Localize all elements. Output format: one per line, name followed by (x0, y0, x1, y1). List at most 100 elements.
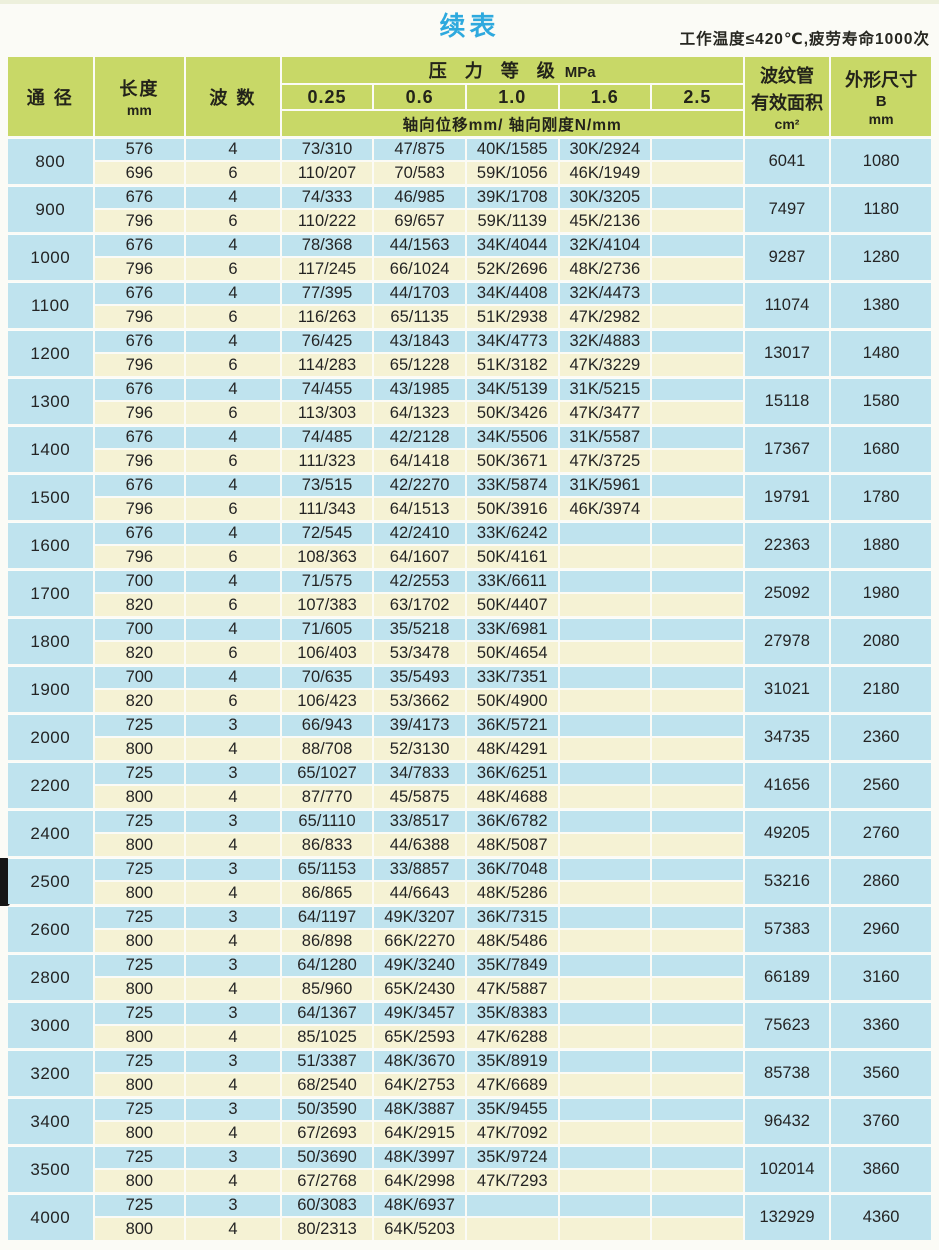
cell-length: 800 (94, 1170, 185, 1192)
cell-length: 725 (94, 762, 185, 784)
cell-effective-area: 75623 (744, 1002, 830, 1048)
cell-pressure-0: 110/222 (281, 210, 373, 232)
cell-pressure-0: 106/423 (281, 690, 373, 712)
cell-pressure-1: 65/1135 (374, 306, 465, 328)
table-row: 4000 725 3 60/3083 48K/6937 132929 4360 (8, 1194, 931, 1240)
scan-mark-artifact (0, 858, 10, 906)
cell-effective-area: 25092 (744, 570, 830, 616)
cell-pressure-1: 43/1985 (374, 378, 465, 400)
cell-pressure-3 (559, 594, 651, 616)
cell-diameter: 2200 (8, 762, 93, 808)
cell-pressure-1: 52/3130 (374, 738, 465, 760)
table-row: 800 4 85/960 65K/2430 47K/5887 (8, 978, 931, 1000)
cell-pressure-2: 48K/4291 (466, 738, 558, 760)
cell-pressure-2: 36K/7048 (466, 858, 558, 880)
pressure-level-4: 2.5 (652, 85, 743, 109)
cell-outer-dimension: 1980 (831, 570, 931, 616)
cell-effective-area: 57383 (744, 906, 830, 952)
cell-effective-area: 132929 (744, 1194, 830, 1240)
cell-pressure-2: 33K/6981 (466, 618, 558, 640)
cell-pressure-4 (652, 546, 743, 568)
pressure-levels-row: 0.25 0.6 1.0 1.6 2.5 (8, 85, 931, 109)
header-pressure-title: 压 力 等 级 (428, 61, 555, 81)
header-dim-line2: B (875, 93, 887, 110)
cell-pressure-3 (559, 762, 651, 784)
cell-pressure-2: 35K/9724 (466, 1146, 558, 1168)
cell-pressure-0: 88/708 (281, 738, 373, 760)
cell-pressure-0: 77/395 (281, 282, 373, 304)
cell-pressure-3 (559, 738, 651, 760)
cell-outer-dimension: 4360 (831, 1194, 931, 1240)
cell-length: 696 (94, 162, 185, 184)
cell-outer-dimension: 1580 (831, 378, 931, 424)
cell-pressure-2: 34K/5506 (466, 426, 558, 448)
cell-length: 820 (94, 690, 185, 712)
cell-pressure-0: 74/455 (281, 378, 373, 400)
cell-outer-dimension: 1680 (831, 426, 931, 472)
cell-pressure-3: 47K/3477 (559, 402, 651, 424)
table-row: 1900 700 4 70/635 35/5493 33K/7351 31021 2180 (8, 666, 931, 712)
cell-pressure-4 (652, 690, 743, 712)
cell-pressure-2: 33K/6611 (466, 570, 558, 592)
cell-effective-area: 7497 (744, 186, 830, 232)
cell-length: 796 (94, 306, 185, 328)
table-row: 796 6 114/283 65/1228 51K/3182 47K/3229 (8, 354, 931, 376)
cell-diameter: 1200 (8, 330, 93, 376)
cell-waves: 6 (186, 162, 280, 184)
cell-pressure-1: 66/1024 (374, 258, 465, 280)
cell-pressure-0: 80/2313 (281, 1218, 373, 1240)
cell-pressure-3 (559, 1098, 651, 1120)
table-row: 1100 676 4 77/395 44/1703 34K/4408 32K/4473 110… (8, 282, 931, 328)
table-row: 1600 676 4 72/545 42/2410 33K/6242 22363 1880 (8, 522, 931, 568)
header-waves: 波 数 (186, 57, 280, 136)
header-dim-unit: mm (868, 111, 894, 127)
cell-pressure-3 (559, 1002, 651, 1024)
cell-pressure-2: 50K/3916 (466, 498, 558, 520)
cell-pressure-3 (559, 930, 651, 952)
cell-diameter: 2000 (8, 714, 93, 760)
cell-pressure-4 (652, 882, 743, 904)
cell-pressure-0: 73/515 (281, 474, 373, 496)
cell-diameter: 1300 (8, 378, 93, 424)
cell-waves: 4 (186, 834, 280, 856)
cell-effective-area: 41656 (744, 762, 830, 808)
cell-length: 725 (94, 1098, 185, 1120)
cell-pressure-1: 48K/3887 (374, 1098, 465, 1120)
cell-pressure-1: 65K/2593 (374, 1026, 465, 1048)
cell-pressure-4 (652, 762, 743, 784)
cell-waves: 6 (186, 210, 280, 232)
cell-pressure-1: 44/6388 (374, 834, 465, 856)
cell-pressure-3: 30K/2924 (559, 138, 651, 160)
table-header: 通 径 长度 mm 波 数 压 力 等 级 MPa 波纹管 有效面积 cm² (8, 57, 931, 136)
cell-effective-area: 11074 (744, 282, 830, 328)
cell-length: 725 (94, 1002, 185, 1024)
cell-waves: 4 (186, 978, 280, 1000)
cell-waves: 3 (186, 1098, 280, 1120)
cell-pressure-1: 49K/3207 (374, 906, 465, 928)
cell-length: 796 (94, 498, 185, 520)
cell-pressure-1: 70/583 (374, 162, 465, 184)
scan-edge-artifact (0, 0, 939, 4)
table-row: 1300 676 4 74/455 43/1985 34K/5139 31K/5215 151… (8, 378, 931, 424)
cell-pressure-3: 46K/3974 (559, 498, 651, 520)
cell-pressure-0: 87/770 (281, 786, 373, 808)
cell-pressure-2: 47K/6288 (466, 1026, 558, 1048)
cell-outer-dimension: 3560 (831, 1050, 931, 1096)
cell-pressure-2: 59K/1056 (466, 162, 558, 184)
cell-length: 725 (94, 906, 185, 928)
table-row: 820 6 107/383 63/1702 50K/4407 (8, 594, 931, 616)
cell-length: 676 (94, 474, 185, 496)
cell-pressure-0: 71/575 (281, 570, 373, 592)
cell-pressure-1: 64/1513 (374, 498, 465, 520)
cell-pressure-1: 48K/6937 (374, 1194, 465, 1216)
cell-pressure-3 (559, 834, 651, 856)
cell-length: 700 (94, 570, 185, 592)
cell-pressure-0: 107/383 (281, 594, 373, 616)
cell-length: 676 (94, 330, 185, 352)
cell-effective-area: 13017 (744, 330, 830, 376)
cell-pressure-2: 36K/7315 (466, 906, 558, 928)
cell-pressure-4 (652, 522, 743, 544)
cell-diameter: 1700 (8, 570, 93, 616)
cell-pressure-4 (652, 954, 743, 976)
cell-pressure-0: 74/333 (281, 186, 373, 208)
